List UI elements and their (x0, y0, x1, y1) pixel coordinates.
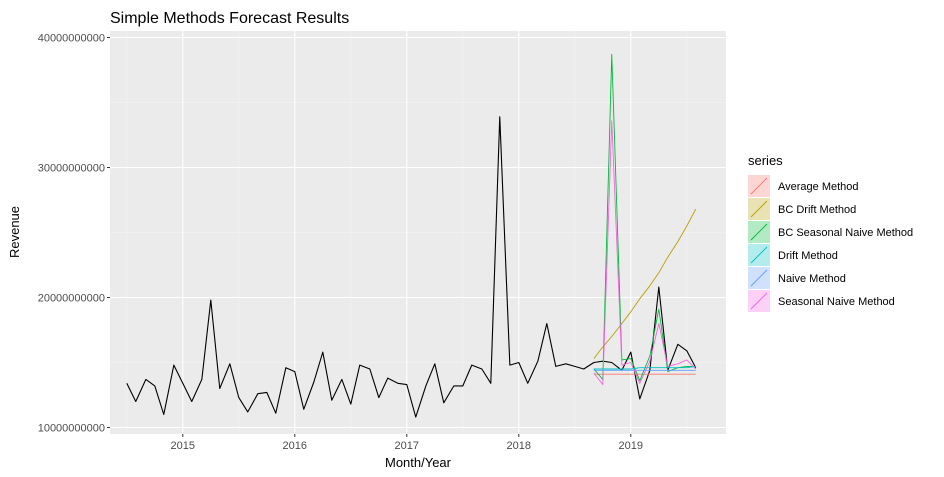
minor-gridlines (110, 31, 726, 434)
legend-label: Average Method (778, 181, 859, 193)
legend-key-line (750, 177, 768, 195)
legend-label: BC Seasonal Naive Method (778, 227, 913, 239)
legend-item-naive-method: Naive Method (748, 267, 846, 289)
y-tick-label: 20000000000 (38, 293, 105, 305)
major-gridlines (110, 31, 726, 434)
series-line-bc-drift-method (593, 208, 697, 359)
x-axis: 2015 2016 2017 2018 2019 (171, 434, 643, 452)
x-tick-label: 2019 (619, 440, 643, 452)
legend-label: Drift Method (778, 250, 838, 262)
legend-key-line (750, 200, 768, 218)
series-line-seasonal-naive-method (593, 120, 697, 386)
actual-series-line (126, 116, 697, 418)
y-axis-title: Revenue (7, 206, 22, 258)
legend-key-line (750, 223, 768, 241)
series-lines (126, 53, 697, 418)
x-tick-label: 2016 (283, 440, 307, 452)
legend-item-bc-drift-method: BC Drift Method (748, 198, 856, 220)
x-tick-label: 2017 (395, 440, 419, 452)
legend-item-bc-seasonal-naive-method: BC Seasonal Naive Method (748, 221, 913, 243)
legend-key-line (750, 269, 768, 287)
legend-label: Seasonal Naive Method (778, 296, 895, 308)
x-tick-label: 2015 (171, 440, 195, 452)
legend-item-drift-method: Drift Method (748, 244, 838, 266)
legend-label: BC Drift Method (778, 204, 856, 216)
y-tick-label: 40000000000 (38, 33, 105, 45)
y-axis: 10000000000 20000000000 30000000000 4000000… (38, 33, 110, 435)
legend-title: series (748, 153, 783, 168)
y-tick-label: 10000000000 (38, 423, 105, 435)
legend-label: Naive Method (778, 273, 846, 285)
x-tick-label: 2018 (507, 440, 531, 452)
legend-item-seasonal-naive-method: Seasonal Naive Method (748, 290, 895, 312)
x-axis-title: Month/Year (385, 455, 452, 470)
legend-item-average-method: Average Method (748, 175, 859, 197)
legend-key-line (750, 246, 768, 264)
legend-key-line (750, 292, 768, 310)
chart-title: Simple Methods Forecast Results (110, 10, 349, 27)
legend: series Average Method BC Drift Method BC S… (748, 153, 913, 312)
series-line-drift-method (593, 365, 696, 370)
y-tick-label: 30000000000 (38, 163, 105, 175)
